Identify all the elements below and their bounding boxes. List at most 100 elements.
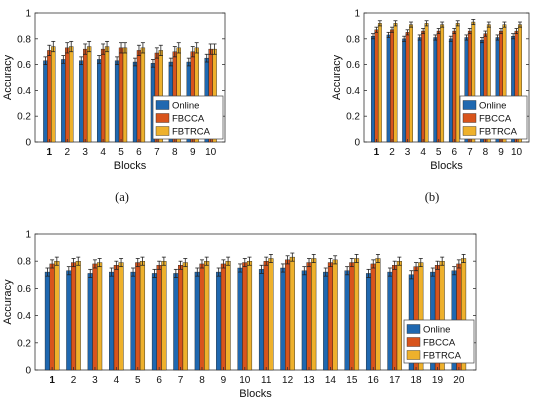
bar-fbtrca-2 [69,46,74,143]
bar-online-8 [194,271,200,371]
y-tick-label: 0.6 [17,284,31,295]
bar-online-17 [387,271,393,371]
legend-label-online: Online [172,101,199,112]
legend-swatch-fbtrca [406,350,421,360]
bar-fbtrca-9 [225,261,231,371]
bar-fbtrca-1 [54,261,60,371]
bar-fbtrca-1 [51,46,56,143]
bar-fbtrca-2 [75,261,81,371]
x-tick-label: 4 [114,375,120,386]
y-tick-label: 1 [354,9,360,20]
bar-online-2 [66,270,72,371]
x-tick-label: 20 [453,375,465,386]
x-tick-label: 1 [374,147,380,158]
y-tick-label: 0.6 [346,60,360,71]
bar-online-5 [114,60,120,143]
y-tick-label: 1 [25,230,31,241]
bar-online-6 [132,61,138,143]
y-tick-label: 1 [25,9,31,20]
panel-label: (a) [115,190,129,204]
bar-fbtrca-6 [455,23,460,143]
x-tick-label: 11 [261,375,272,386]
x-axis-label: Blocks [430,160,463,172]
x-tick-label: 1 [49,375,55,386]
y-tick-label: 0.8 [17,34,31,45]
x-axis-label: Blocks [239,388,272,400]
bar-online-3 [79,60,84,143]
bar-fbcca-12 [285,259,291,371]
x-tick-label: 8 [172,147,178,158]
bar-fbcca-2 [390,29,394,143]
legend-swatch-online [155,100,170,110]
bar-fbcca-4 [421,30,426,143]
x-tick-label: 9 [221,375,227,386]
x-tick-label: 9 [498,147,504,158]
y-tick-label: 0.6 [17,60,31,71]
x-tick-label: 6 [136,147,142,158]
bar-fbtrca-1 [377,23,382,143]
bar-fbtrca-4 [424,23,429,143]
bar-fbtrca-12 [289,256,295,371]
x-tick-label: 13 [303,375,315,386]
x-tick-label: 4 [420,147,426,158]
bar-online-1 [44,271,50,371]
bar-fbcca-13 [306,262,312,371]
y-tick-label: 0.2 [17,338,31,349]
bar-fbtrca-5 [440,24,445,143]
y-tick-label: 0 [354,138,360,149]
x-tick-label: 2 [389,147,395,158]
bar-fbtrca-5 [122,47,128,143]
x-tick-label: 5 [436,147,442,158]
y-tick-label: 0.2 [17,112,31,123]
x-tick-label: 6 [452,147,458,158]
bar-fbcca-8 [199,263,205,371]
bar-online-5 [130,271,136,371]
x-tick-label: 19 [432,375,444,386]
bar-fbcca-3 [83,48,88,143]
legend: Online FBCCA FBTRCA [152,95,224,140]
legend-label-fbtrca: FBTRCA [479,127,518,138]
legend-swatch-fbcca [406,337,421,347]
bar-fbcca-2 [65,47,70,143]
x-tick-label: 7 [467,147,473,158]
x-tick-label: 1 [47,147,53,158]
bar-fbcca-6 [452,30,457,143]
bar-fbtrca-16 [375,258,381,371]
bar-online-4 [109,271,115,371]
bar-online-2 [61,59,66,143]
legend-label-fbcca: FBCCA [423,338,456,349]
bar-online-1 [371,36,375,143]
y-tick-label: 0.8 [17,257,31,268]
x-tick-label: 4 [100,147,106,158]
y-axis-label: Accuracy [2,279,14,325]
bar-fbcca-5 [436,30,441,143]
bar-online-4 [96,59,102,143]
y-tick-label: 0.4 [17,311,31,322]
bar-fbtrca-4 [104,46,110,143]
legend: Online FBCCA FBTRCA [459,95,528,140]
bar-fbtrca-17 [396,261,402,371]
bar-online-10 [237,267,243,371]
bar-fbtrca-15 [353,258,360,371]
x-tick-label: 7 [154,147,160,158]
x-tick-label: 8 [199,375,205,386]
bar-fbtrca-5 [139,261,146,371]
x-tick-label: 5 [135,375,141,386]
legend-swatch-fbtrca [155,126,170,136]
legend-swatch-fbcca [462,113,477,123]
legend-label-online: Online [479,101,506,112]
x-tick-label: 2 [71,375,77,386]
bar-fbcca-1 [49,263,55,371]
x-tick-label: 10 [239,375,251,386]
bar-online-12 [280,267,286,371]
bar-online-5 [433,37,438,143]
bar-fbcca-16 [370,263,376,371]
panel-label: (b) [425,190,440,204]
bar-online-7 [173,273,179,371]
bar-fbtrca-3 [86,46,92,143]
bar-online-3 [87,273,93,371]
x-tick-label: 2 [64,147,70,158]
bar-online-4 [417,37,422,143]
bar-fbcca-17 [392,265,398,371]
